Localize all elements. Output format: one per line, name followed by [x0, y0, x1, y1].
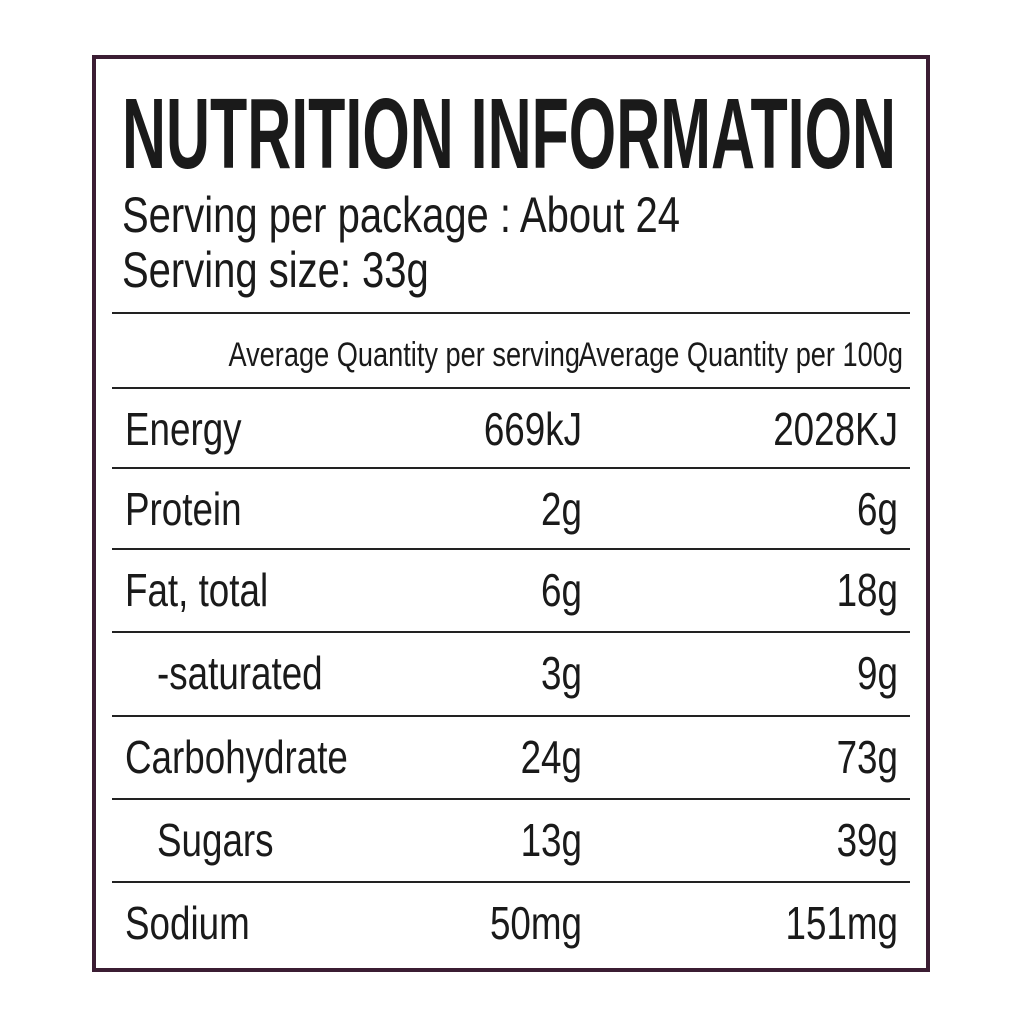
nutrient-value: 24g	[521, 731, 582, 783]
nutrient-value: 2g	[541, 483, 582, 535]
column-header: Average Quantity per 100g	[579, 335, 903, 374]
nutrient-name: Sodium	[125, 897, 250, 949]
nutrient-name: Carbohydrate	[125, 731, 348, 783]
nutrient-value: 9g	[857, 647, 898, 699]
nutrient-value: 13g	[521, 814, 582, 866]
serving-size: Serving size: 33g	[122, 242, 429, 298]
nutrient-value: 3g	[541, 647, 582, 699]
title: NUTRITION INFORMATION	[122, 78, 896, 190]
nutrient-value: 669kJ	[484, 403, 582, 455]
serving-per-package: Serving per package : About 24	[122, 187, 680, 243]
nutrient-value: 6g	[857, 483, 898, 535]
nutrient-value: 151mg	[786, 897, 898, 949]
nutrient-name: Fat, total	[125, 564, 268, 616]
nutrient-name: -saturated	[157, 647, 323, 699]
nutrient-value: 6g	[541, 564, 582, 616]
nutrient-name: Sugars	[157, 814, 274, 866]
nutrient-name: Energy	[125, 403, 242, 455]
column-header: Average Quantity per serving	[228, 335, 580, 374]
nutrient-value: 73g	[837, 731, 898, 783]
nutrient-name: Protein	[125, 483, 242, 535]
panel-border	[92, 55, 930, 972]
nutrient-value: 50mg	[490, 897, 582, 949]
nutrient-value: 39g	[837, 814, 898, 866]
nutrient-value: 18g	[837, 564, 898, 616]
nutrient-value: 2028KJ	[773, 403, 898, 455]
